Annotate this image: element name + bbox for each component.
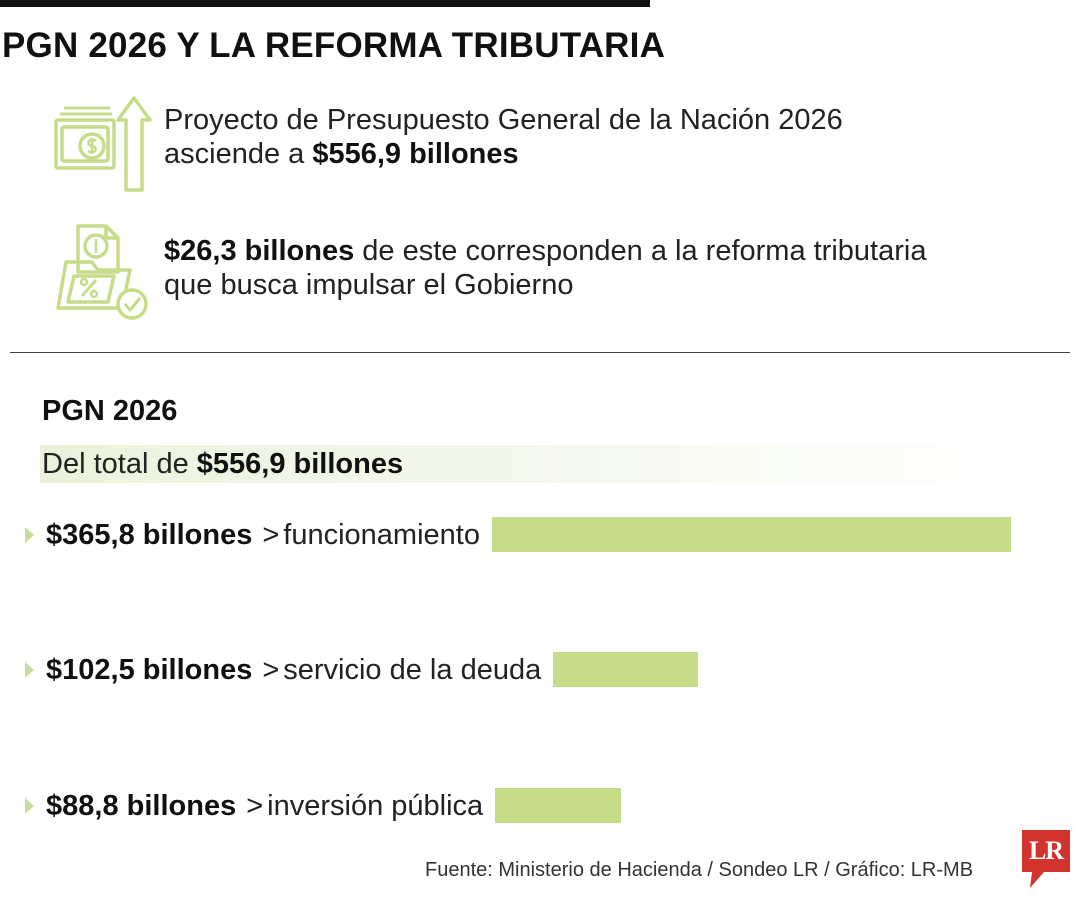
- bar: [492, 517, 1011, 552]
- lr-logo: LR: [1022, 830, 1070, 888]
- intro-2-line2: que busca impulsar el Gobierno: [164, 269, 574, 301]
- lr-logo-text: LR: [1028, 836, 1064, 865]
- intro-1-prefix: asciende a: [164, 138, 313, 170]
- source-note: Fuente: Ministerio de Hacienda / Sondeo …: [425, 859, 974, 881]
- bar-row: $102,5 billones > servicio de la deuda: [0, 650, 1080, 690]
- bar-separator: >: [246, 790, 264, 822]
- bar-row: $88,8 billones > inversión pública: [0, 786, 1080, 826]
- intro-2-amount: $26,3 billones: [164, 235, 355, 267]
- chart-subtitle: Del total de $556,9 billones: [42, 446, 403, 482]
- bar-label: $102,5 billones > servicio de la deuda: [46, 650, 541, 690]
- money-arrow-icon: [52, 92, 152, 192]
- bullet-arrow-icon: [25, 798, 34, 814]
- bar-separator: >: [262, 519, 280, 551]
- intro-2-rest: de este corresponden a la reforma tribut…: [354, 235, 927, 267]
- bullet-arrow-icon: [25, 662, 34, 678]
- bar: [553, 652, 699, 687]
- bar-value-label: $365,8 billones: [46, 519, 253, 551]
- bar-row: $365,8 billones > funcionamiento: [0, 515, 1080, 555]
- bar: [495, 788, 621, 823]
- tax-document-icon: [52, 222, 152, 322]
- bar-value-label: $88,8 billones: [46, 790, 237, 822]
- intro-text-1: Proyecto de Presupuesto General de la Na…: [164, 103, 843, 171]
- lr-logo-shape: [1022, 830, 1070, 888]
- bar-label: $88,8 billones > inversión pública: [46, 786, 483, 826]
- bar-category-label: inversión pública: [267, 790, 484, 822]
- bar-value-label: $102,5 billones: [46, 654, 253, 686]
- bar-separator: >: [262, 654, 280, 686]
- total-amount: $556,9 billones: [196, 448, 404, 480]
- intro-1-line1: Proyecto de Presupuesto General de la Na…: [164, 104, 843, 136]
- total-prefix: Del total de: [42, 448, 197, 480]
- intro-1-line2: asciende a $556,9 billones: [164, 137, 843, 171]
- section-divider: [10, 352, 1070, 353]
- page-title: PGN 2026 Y LA REFORMA TRIBUTARIA: [2, 26, 666, 65]
- bar-category-label: servicio de la deuda: [283, 654, 542, 686]
- bar-category-label: funcionamiento: [283, 519, 480, 551]
- bullet-arrow-icon: [25, 527, 34, 543]
- intro-2-line1: $26,3 billones de este corresponden a la…: [164, 234, 926, 268]
- top-rule: [0, 0, 650, 7]
- bar-label: $365,8 billones > funcionamiento: [46, 515, 480, 555]
- intro-text-2: $26,3 billones de este corresponden a la…: [164, 234, 926, 302]
- total-band: [40, 445, 1020, 483]
- chart-title: PGN 2026: [42, 395, 178, 427]
- intro-1-amount: $556,9 billones: [312, 138, 519, 170]
